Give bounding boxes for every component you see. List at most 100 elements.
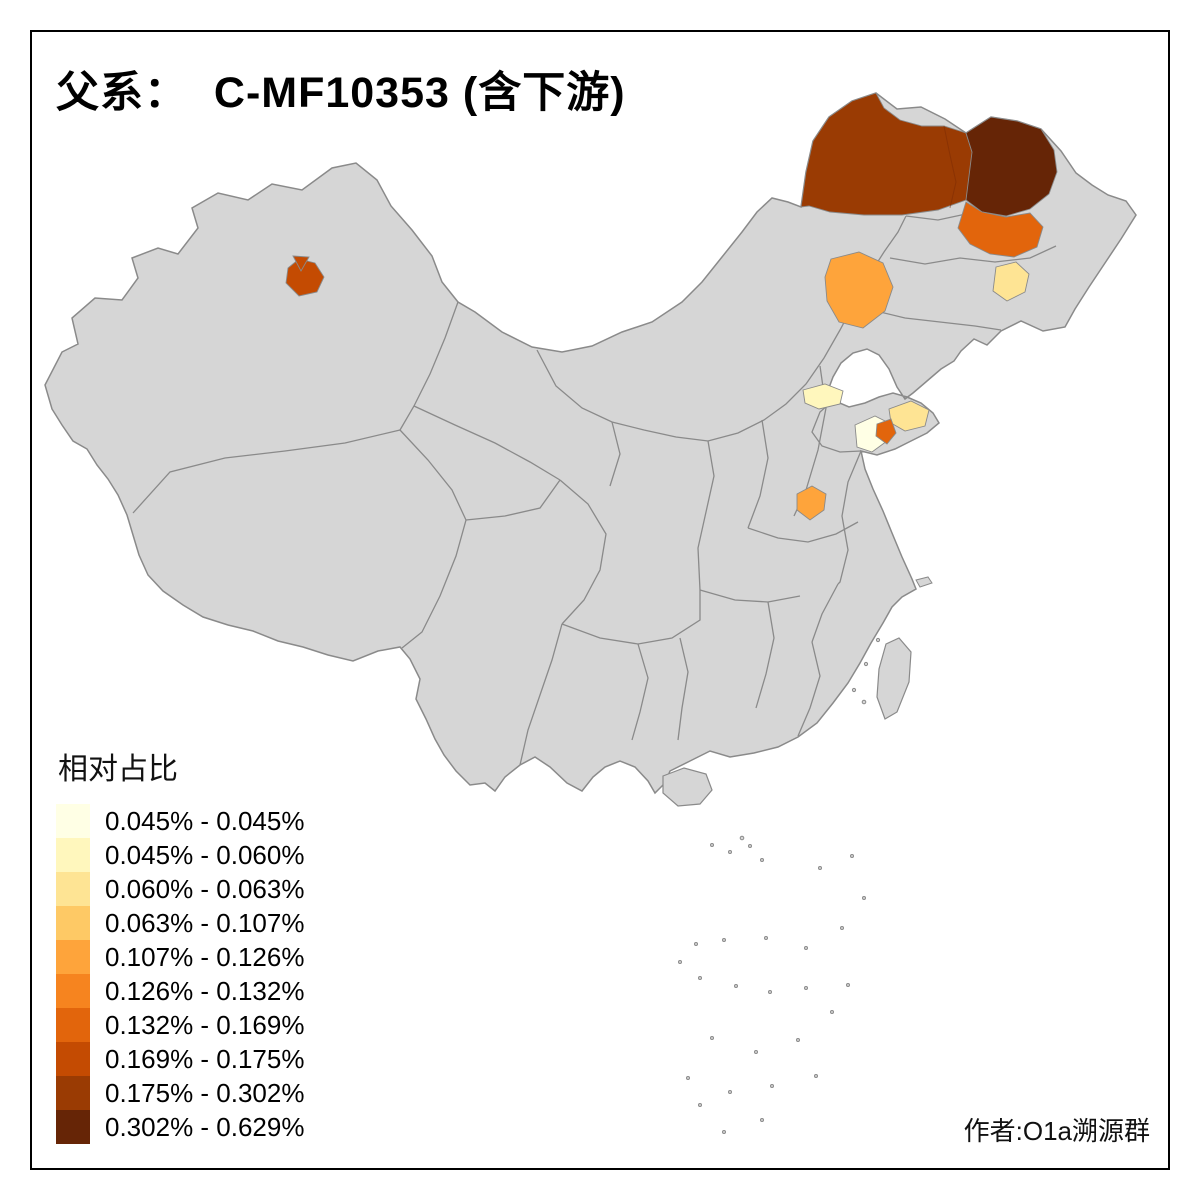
sea-islet	[818, 866, 822, 870]
legend-swatch	[56, 906, 90, 940]
legend-row: 0.063% - 0.107%	[56, 906, 304, 940]
sea-islet	[698, 1103, 702, 1107]
legend-row: 0.060% - 0.063%	[56, 872, 304, 906]
sea-islet	[728, 1090, 732, 1094]
island-taiwan	[876, 637, 912, 720]
legend-swatch	[56, 804, 90, 838]
sea-islet	[764, 936, 768, 940]
map-region-hebei-small	[802, 383, 844, 410]
province-border	[677, 637, 689, 741]
island-chongming	[915, 576, 933, 588]
province-border	[811, 583, 839, 643]
legend-swatch	[56, 1076, 90, 1110]
sea-islet	[734, 984, 738, 988]
legend-label: 0.060% - 0.063%	[105, 873, 305, 904]
province-border	[905, 213, 967, 221]
sea-islet	[768, 990, 772, 994]
province-border	[561, 590, 701, 645]
sea-islet	[846, 983, 850, 987]
province-border	[797, 641, 821, 737]
sea-islet	[875, 637, 881, 643]
sea-islet	[710, 843, 714, 847]
sea-islet	[698, 976, 702, 980]
map-region-jilin-west	[957, 201, 1044, 258]
legend-swatch	[56, 940, 90, 974]
sea-islet	[748, 844, 752, 848]
sea-islet	[804, 986, 808, 990]
legend-swatch	[56, 1110, 90, 1144]
sea-islet	[686, 1076, 690, 1080]
legend-label: 0.132% - 0.169%	[105, 1009, 305, 1040]
island-hainan	[662, 767, 713, 807]
province-border	[559, 479, 607, 625]
province-border	[811, 397, 862, 453]
legend: 相对占比 0.045% - 0.045% 0.045% - 0.060% 0.060…	[56, 744, 304, 1144]
province-border	[871, 309, 1002, 331]
legend-row: 0.175% - 0.302%	[56, 1076, 304, 1110]
sea-islets	[678, 637, 881, 1134]
legend-title: 相对占比	[58, 753, 178, 786]
legend-row: 0.169% - 0.175%	[56, 1042, 304, 1076]
legend-swatch	[56, 974, 90, 1008]
legend-label: 0.063% - 0.107%	[105, 907, 305, 938]
sea-islet	[770, 1084, 774, 1088]
province-border	[889, 245, 1057, 265]
sea-islet	[863, 661, 869, 667]
province-border	[631, 643, 649, 741]
legend-label: 0.045% - 0.060%	[105, 839, 305, 870]
attribution: 作者:O1a溯源群	[963, 1116, 1150, 1146]
sea-islet	[760, 858, 764, 862]
sea-islet	[840, 926, 844, 930]
province-border	[837, 450, 862, 585]
province-border	[697, 440, 715, 591]
legend-label: 0.126% - 0.132%	[105, 975, 305, 1006]
province-border	[132, 429, 401, 514]
province-border	[609, 421, 621, 487]
province-border	[465, 479, 561, 521]
sea-islet	[851, 687, 857, 693]
legend-row: 0.045% - 0.060%	[56, 838, 304, 872]
legend-swatch	[56, 1008, 90, 1042]
map-region-beijing-hebei	[824, 251, 894, 329]
map-region-xinjiang-central-marker	[292, 255, 310, 272]
sea-islet	[850, 854, 854, 858]
choropleth-regions	[285, 92, 1058, 521]
plot-border	[30, 30, 1170, 1170]
legend-label: 0.302% - 0.629%	[105, 1111, 305, 1142]
map-region-inner-border	[943, 125, 957, 209]
legend-label: 0.169% - 0.175%	[105, 1043, 305, 1074]
map-region-jilin-east	[992, 261, 1030, 302]
map-region-inner-mongolia-northeast	[800, 92, 975, 216]
legend-row: 0.126% - 0.132%	[56, 974, 304, 1008]
sea-islet	[728, 850, 732, 854]
sea-islet	[760, 1118, 764, 1122]
province-border	[399, 429, 467, 649]
sea-islet	[861, 699, 867, 705]
map-region-shandong-center	[875, 418, 897, 445]
sea-islet	[754, 1050, 758, 1054]
legend-label: 0.175% - 0.302%	[105, 1077, 305, 1108]
province-border	[747, 521, 859, 543]
map-region-heilongjiang-north	[965, 116, 1058, 217]
sea-islet	[739, 835, 745, 841]
sea-islet	[678, 960, 682, 964]
sea-islet	[804, 946, 808, 950]
legend-swatch	[56, 872, 90, 906]
legend-row: 0.045% - 0.045%	[56, 804, 304, 838]
sea-islet	[694, 942, 698, 946]
legend-label: 0.045% - 0.045%	[105, 805, 305, 836]
province-border	[755, 601, 775, 709]
sea-islet	[862, 896, 866, 900]
legend-swatch	[56, 838, 90, 872]
sea-islet	[710, 1036, 714, 1040]
sea-islet	[722, 1130, 726, 1134]
sea-islet	[722, 938, 726, 942]
province-border	[399, 301, 459, 431]
sea-islet	[796, 1038, 800, 1042]
sea-islet	[830, 1010, 834, 1014]
province-border	[413, 405, 561, 481]
map-region-henan-north	[796, 485, 827, 521]
legend-row: 0.302% - 0.629%	[56, 1110, 304, 1144]
province-border	[519, 623, 563, 766]
